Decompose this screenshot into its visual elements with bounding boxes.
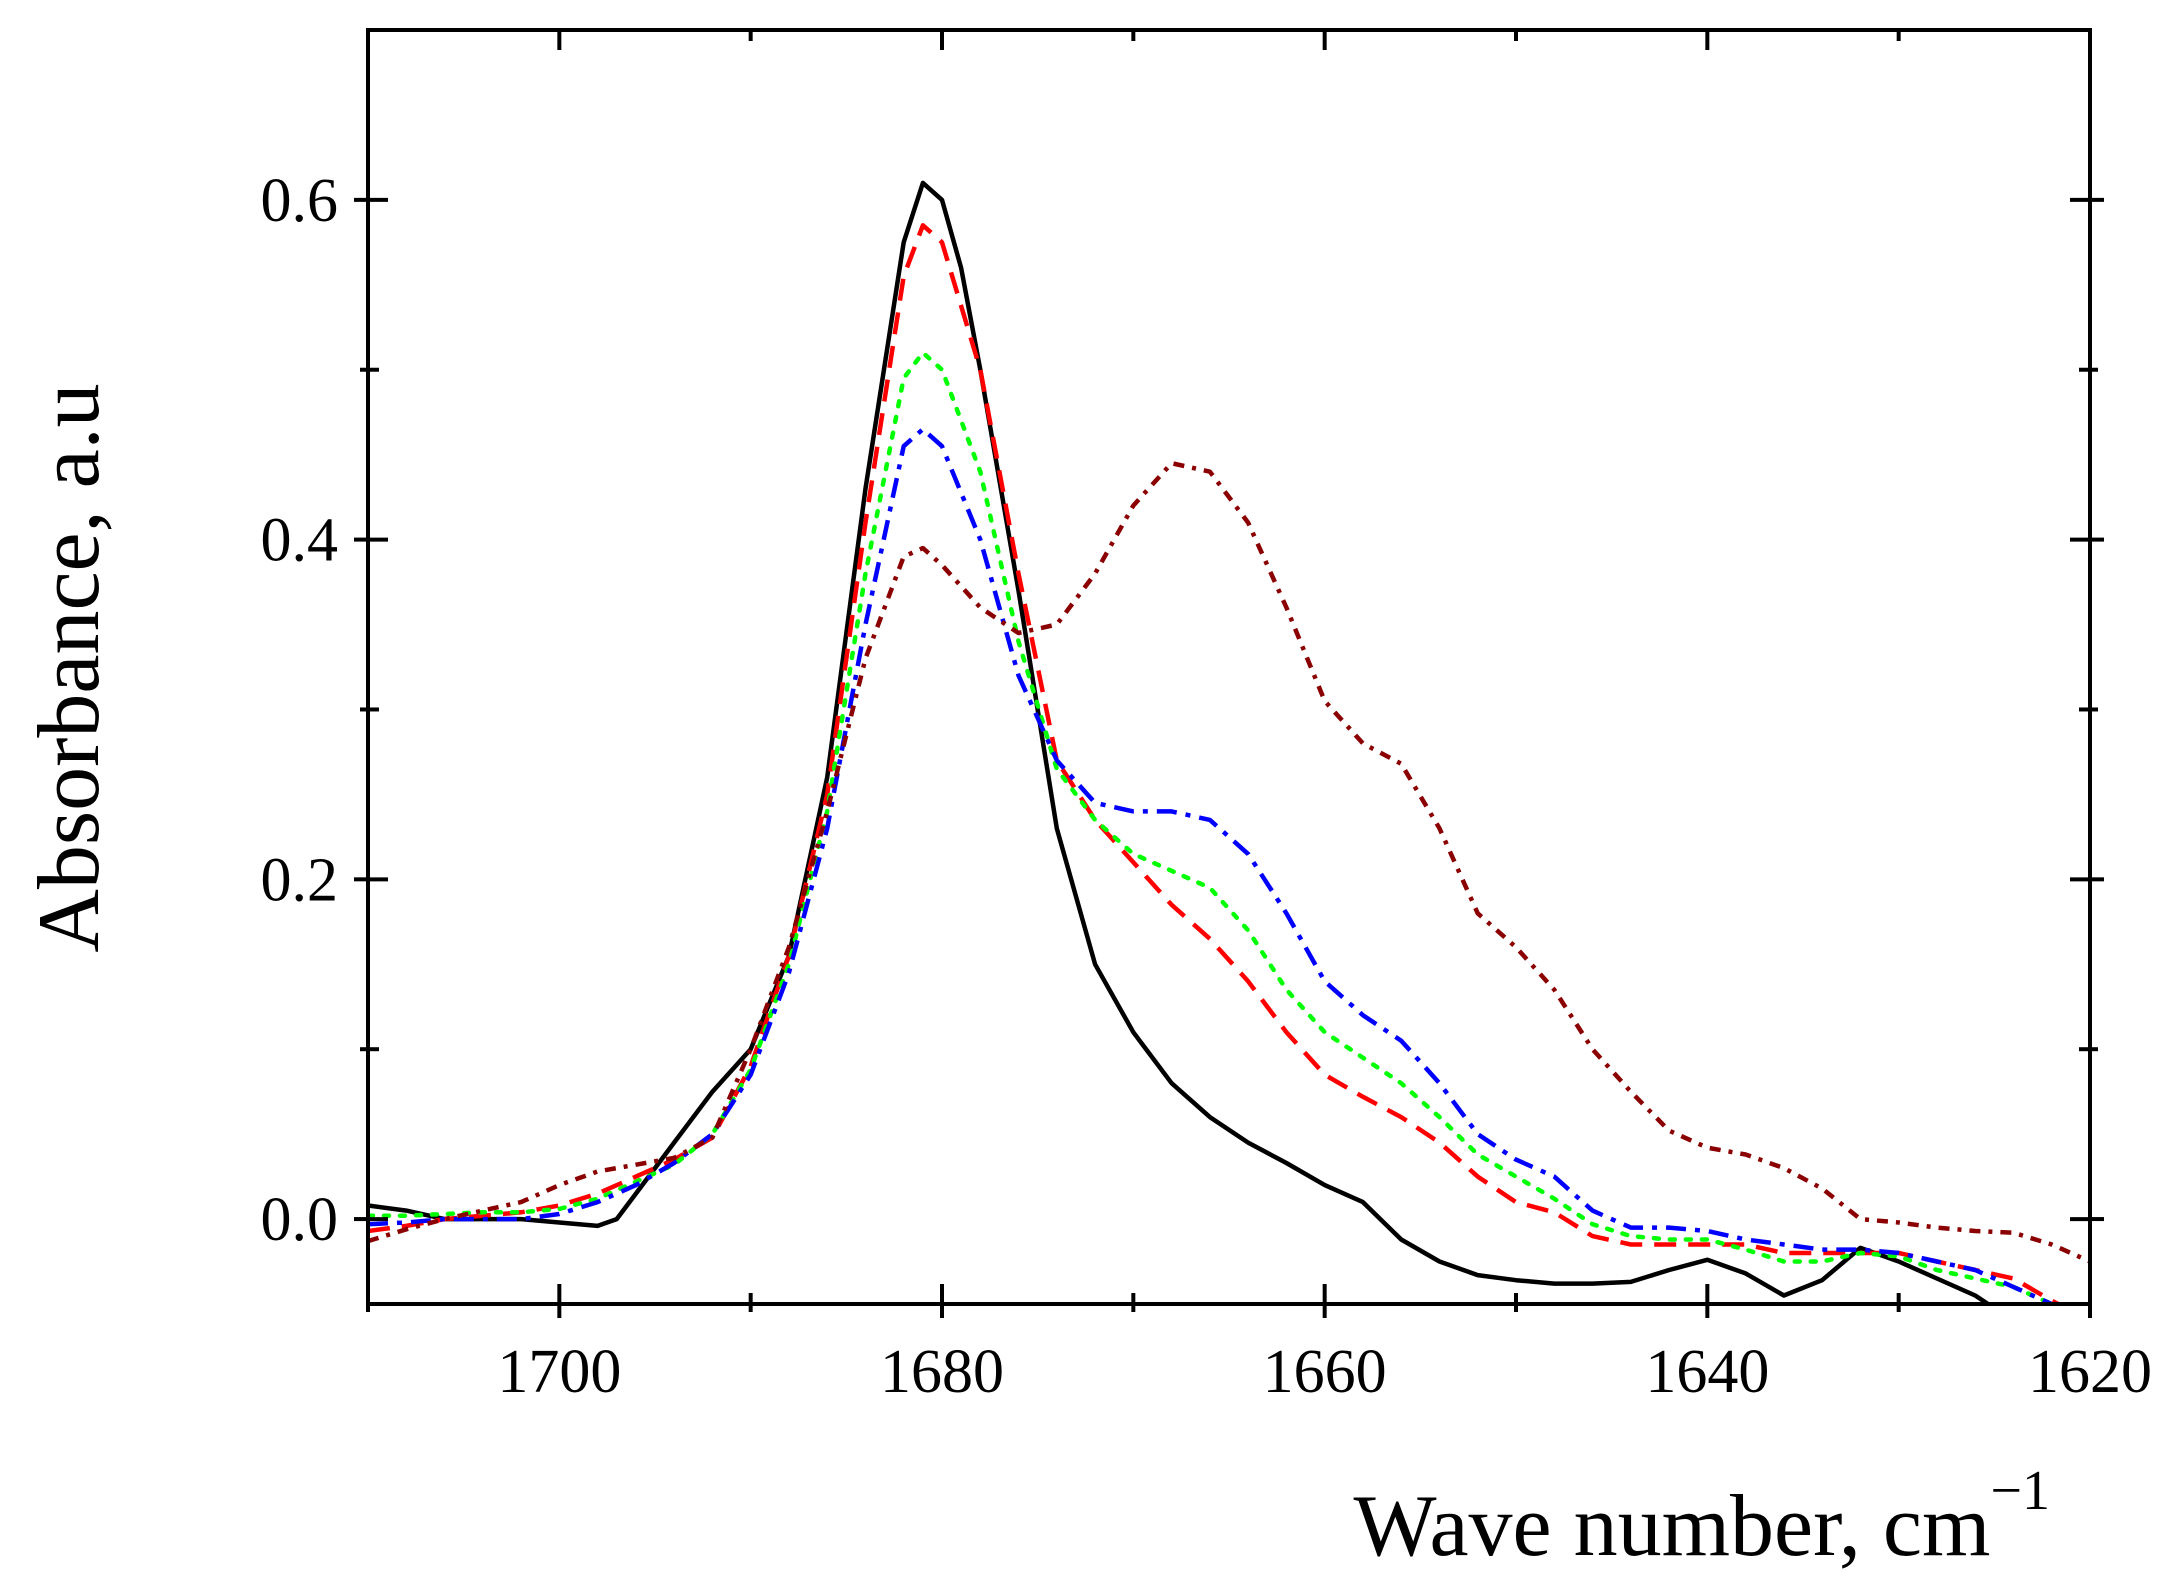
x-tick-label: 1680 [880, 1338, 1004, 1406]
y-tick-label: 0.6 [261, 167, 339, 235]
tick-layer [354, 30, 2104, 1318]
y-axis-title: Absorbance, a.u [21, 383, 118, 952]
x-axis-title-text: Wave number, cm [1353, 1478, 1990, 1575]
y-tick-label: 0.2 [261, 846, 339, 914]
series-line-green-dotted [368, 350, 2057, 1304]
series-line-blue-dashdot [368, 426, 2056, 1304]
y-tick-label: 0.0 [261, 1186, 339, 1254]
x-axis-title: Wave number, cm−1 [1353, 1460, 2050, 1575]
x-tick-label: 1640 [1645, 1338, 1769, 1406]
plot-frame [366, 28, 2092, 1306]
y-tick-label: 0.4 [261, 507, 339, 575]
series-layer [368, 180, 2090, 1304]
tick-label-layer: 1700 1680 1660 1640 1620 0.0 0.2 0.4 0.6 [261, 167, 2153, 1406]
series-line-darkred-shortdash [368, 460, 2090, 1264]
plot-area: 1700 1680 1660 1640 1620 0.0 0.2 0.4 0.6 [261, 28, 2153, 1406]
x-tick-label: 1700 [497, 1338, 621, 1406]
x-tick-label: 1660 [1263, 1338, 1387, 1406]
x-tick-label: 1620 [2028, 1338, 2152, 1406]
series-line-red-dashed [368, 223, 2063, 1304]
series-line-black-solid [368, 180, 1993, 1304]
x-axis-title-superscript: −1 [1990, 1460, 2050, 1522]
